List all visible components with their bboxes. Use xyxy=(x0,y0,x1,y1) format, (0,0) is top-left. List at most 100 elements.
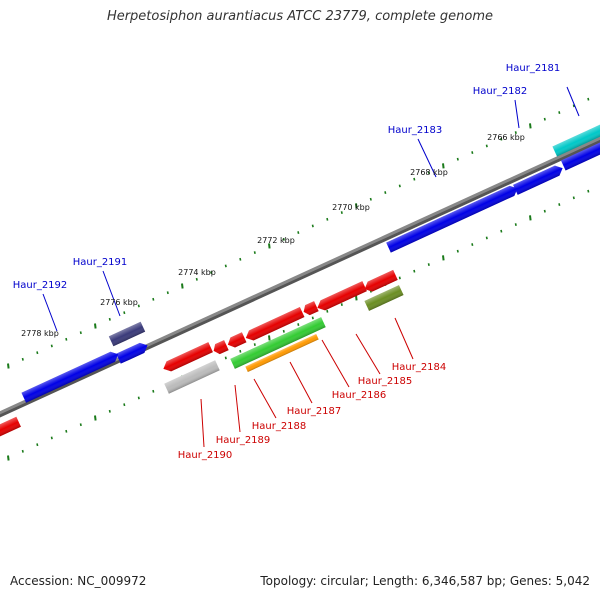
tick-mark xyxy=(384,191,387,195)
gene-label-haur-2182[interactable]: Haur_2182 xyxy=(473,86,528,97)
gene-arrow-shade xyxy=(108,321,146,347)
scale-label-2772-kbp: 2772 kbp xyxy=(257,236,295,245)
gene-arrow-shade xyxy=(227,332,247,348)
tick-mark xyxy=(500,229,503,233)
inner-tick-ring xyxy=(7,189,590,461)
outer-tick-ring xyxy=(7,97,590,369)
gene-haur-2186b[interactable] xyxy=(244,307,305,343)
leader-haur-2186 xyxy=(321,339,350,388)
tick-mark xyxy=(7,363,10,369)
gene-haur-2183[interactable] xyxy=(386,183,520,253)
tick-mark xyxy=(94,415,97,421)
gene-haur-2184[interactable] xyxy=(364,285,404,311)
tick-mark xyxy=(398,184,401,188)
gene-haur-2189b[interactable] xyxy=(211,340,229,356)
gene-arrow-shade xyxy=(303,301,319,316)
gene-label-haur-2186[interactable]: Haur_2186 xyxy=(332,390,387,401)
tick-mark xyxy=(311,224,314,228)
tick-mark xyxy=(514,131,517,134)
gene-haur-2190g[interactable] xyxy=(164,360,220,394)
tick-mark xyxy=(94,323,97,329)
tick-mark xyxy=(558,203,561,206)
gene-arrow-shade xyxy=(245,333,319,373)
tick-mark xyxy=(123,311,126,315)
gene-label-haur-2190[interactable]: Haur_2190 xyxy=(178,450,233,461)
tick-mark xyxy=(268,243,271,249)
tick-mark xyxy=(297,231,300,235)
gene-label-haur-2185[interactable]: Haur_2185 xyxy=(358,376,413,387)
tick-mark xyxy=(529,215,532,221)
gene-label-haur-2191[interactable]: Haur_2191 xyxy=(73,257,128,268)
tick-mark xyxy=(108,317,111,321)
tick-mark xyxy=(239,349,242,353)
gene-haur-2182[interactable] xyxy=(513,163,565,195)
gene-haur-2184a[interactable] xyxy=(362,269,398,294)
tick-mark xyxy=(355,203,358,209)
tick-mark xyxy=(471,151,474,154)
tick-mark xyxy=(413,269,416,273)
gene-label-haur-2183[interactable]: Haur_2183 xyxy=(388,125,443,136)
gene-arrow-shade xyxy=(164,360,220,394)
gene-haur-2191b[interactable] xyxy=(116,340,150,364)
tick-mark xyxy=(79,423,82,427)
gene-haur-2189[interactable] xyxy=(226,332,247,350)
gene-arrow-shade xyxy=(560,142,600,171)
gene-arrow-shade xyxy=(0,416,21,437)
leader-haur-2183 xyxy=(417,138,437,178)
gene-arrow-shade xyxy=(317,281,367,311)
gene-label-haur-2184[interactable]: Haur_2184 xyxy=(392,362,447,373)
tick-mark xyxy=(224,356,227,360)
tick-mark xyxy=(50,344,53,348)
leader-haur-2181 xyxy=(566,86,580,117)
gene-label-haur-2181[interactable]: Haur_2181 xyxy=(506,63,561,74)
tick-mark xyxy=(587,189,590,193)
gene-haur-2181[interactable] xyxy=(552,121,600,157)
gene-label-haur-2189[interactable]: Haur_2189 xyxy=(216,435,271,446)
tick-mark xyxy=(572,104,575,108)
gene-arrow-shade xyxy=(513,165,563,195)
tick-mark xyxy=(355,295,358,301)
scale-label-2776-kbp: 2776 kbp xyxy=(100,298,138,307)
tick-mark xyxy=(427,171,430,175)
leader-haur-2185 xyxy=(355,333,381,375)
tick-mark xyxy=(442,163,445,169)
tick-mark xyxy=(152,389,155,393)
gene-arrow-shade xyxy=(245,307,305,341)
tick-mark xyxy=(282,329,285,333)
tick-mark xyxy=(166,291,169,295)
tick-mark xyxy=(572,196,575,200)
gene-haur-2192[interactable] xyxy=(21,349,120,403)
tick-mark xyxy=(340,303,343,307)
tick-mark xyxy=(282,237,285,241)
tick-mark xyxy=(181,283,184,289)
gene-haur-2187[interactable] xyxy=(230,317,326,369)
tick-mark xyxy=(369,197,372,201)
tick-mark xyxy=(543,117,546,121)
gene-haur-2190[interactable] xyxy=(161,342,213,374)
tick-mark xyxy=(442,255,445,261)
gene-haur-2181b[interactable] xyxy=(560,140,600,171)
gene-haur-edge[interactable] xyxy=(0,416,21,440)
tick-mark xyxy=(340,211,343,215)
gene-label-haur-2188[interactable]: Haur_2188 xyxy=(252,421,307,432)
map-title: Herpetosiphon aurantiacus ATCC 23779, co… xyxy=(106,9,494,24)
gene-arrow-shade xyxy=(116,342,148,364)
gene-haur-2185[interactable] xyxy=(315,281,367,313)
tick-mark xyxy=(326,309,329,313)
gene-haur-2188[interactable] xyxy=(245,333,319,373)
gene-haur-2191[interactable] xyxy=(108,321,146,347)
gene-label-haur-2187[interactable]: Haur_2187 xyxy=(287,406,342,417)
tick-mark xyxy=(543,209,546,213)
tick-mark xyxy=(253,343,256,347)
tick-mark xyxy=(36,443,39,447)
tick-mark xyxy=(500,137,503,141)
scale-label-2774-kbp: 2774 kbp xyxy=(178,268,216,277)
tick-mark xyxy=(485,236,488,240)
gene-arrow-shade xyxy=(213,340,229,355)
gene-haur-2186[interactable] xyxy=(301,301,319,317)
scale-label-2768-kbp: 2768 kbp xyxy=(410,168,448,177)
gene-label-haur-2192[interactable]: Haur_2192 xyxy=(13,280,68,291)
tick-mark xyxy=(558,111,561,114)
